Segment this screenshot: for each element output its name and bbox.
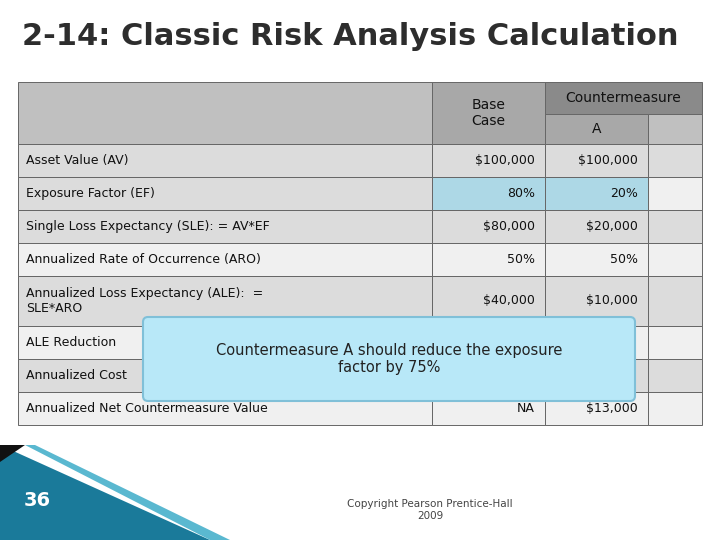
Bar: [432, 82, 545, 144]
Bar: [648, 392, 702, 425]
Text: $20,000: $20,000: [586, 220, 638, 233]
Text: NA: NA: [517, 402, 535, 415]
Bar: [18, 359, 432, 392]
Text: Annualized Rate of Occurrence (ARO): Annualized Rate of Occurrence (ARO): [26, 253, 261, 266]
Bar: [432, 144, 545, 177]
Bar: [545, 144, 648, 177]
Bar: [18, 276, 432, 326]
Bar: [648, 177, 702, 210]
Bar: [18, 326, 432, 359]
Text: Annualized Cost: Annualized Cost: [26, 369, 127, 382]
Polygon shape: [0, 445, 210, 540]
Bar: [648, 144, 702, 177]
Text: Annualized Net Countermeasure Value: Annualized Net Countermeasure Value: [26, 402, 268, 415]
Bar: [18, 392, 432, 425]
Bar: [432, 359, 545, 392]
Polygon shape: [25, 445, 230, 540]
Bar: [545, 82, 702, 114]
Bar: [545, 114, 648, 144]
Bar: [432, 392, 545, 425]
Text: 50%: 50%: [507, 253, 535, 266]
Bar: [648, 359, 702, 392]
Text: 50%: 50%: [610, 253, 638, 266]
Bar: [648, 276, 702, 326]
Text: Single Loss Expectancy (SLE): = AV*EF: Single Loss Expectancy (SLE): = AV*EF: [26, 220, 270, 233]
Text: $40,000: $40,000: [483, 294, 535, 307]
Bar: [432, 276, 545, 326]
Polygon shape: [0, 445, 25, 462]
Bar: [648, 326, 702, 359]
Text: Exposure Factor (EF): Exposure Factor (EF): [26, 187, 155, 200]
Bar: [432, 177, 545, 210]
Bar: [648, 243, 702, 276]
Bar: [432, 243, 545, 276]
Bar: [545, 326, 648, 359]
Bar: [545, 243, 648, 276]
Bar: [545, 392, 648, 425]
Bar: [648, 114, 702, 144]
Bar: [545, 359, 648, 392]
Bar: [18, 82, 432, 144]
Text: $100,000: $100,000: [475, 154, 535, 167]
Text: $13,000: $13,000: [586, 402, 638, 415]
Bar: [18, 177, 432, 210]
Bar: [18, 243, 432, 276]
Text: Copyright Pearson Prentice-Hall
2009: Copyright Pearson Prentice-Hall 2009: [347, 499, 513, 521]
Bar: [648, 210, 702, 243]
Bar: [18, 144, 432, 177]
Text: 80%: 80%: [507, 187, 535, 200]
Bar: [432, 326, 545, 359]
FancyBboxPatch shape: [143, 317, 635, 401]
Text: $10,000: $10,000: [586, 294, 638, 307]
Text: Base
Case: Base Case: [472, 98, 505, 128]
Text: A: A: [592, 122, 601, 136]
Text: Annualized Loss Expectancy (ALE):  =
SLE*ARO: Annualized Loss Expectancy (ALE): = SLE*…: [26, 287, 264, 315]
Text: ALE Reduction: ALE Reduction: [26, 336, 116, 349]
Bar: [545, 210, 648, 243]
Text: $80,000: $80,000: [483, 220, 535, 233]
Text: 36: 36: [24, 490, 51, 510]
Bar: [432, 210, 545, 243]
Text: 2-14: Classic Risk Analysis Calculation: 2-14: Classic Risk Analysis Calculation: [22, 22, 678, 51]
Text: 20%: 20%: [610, 187, 638, 200]
Bar: [18, 210, 432, 243]
Text: Countermeasure: Countermeasure: [566, 91, 681, 105]
Text: $100,000: $100,000: [578, 154, 638, 167]
Text: Asset Value (AV): Asset Value (AV): [26, 154, 128, 167]
Bar: [545, 276, 648, 326]
Bar: [545, 177, 648, 210]
Text: Countermeasure A should reduce the exposure
factor by 75%: Countermeasure A should reduce the expos…: [216, 343, 562, 375]
